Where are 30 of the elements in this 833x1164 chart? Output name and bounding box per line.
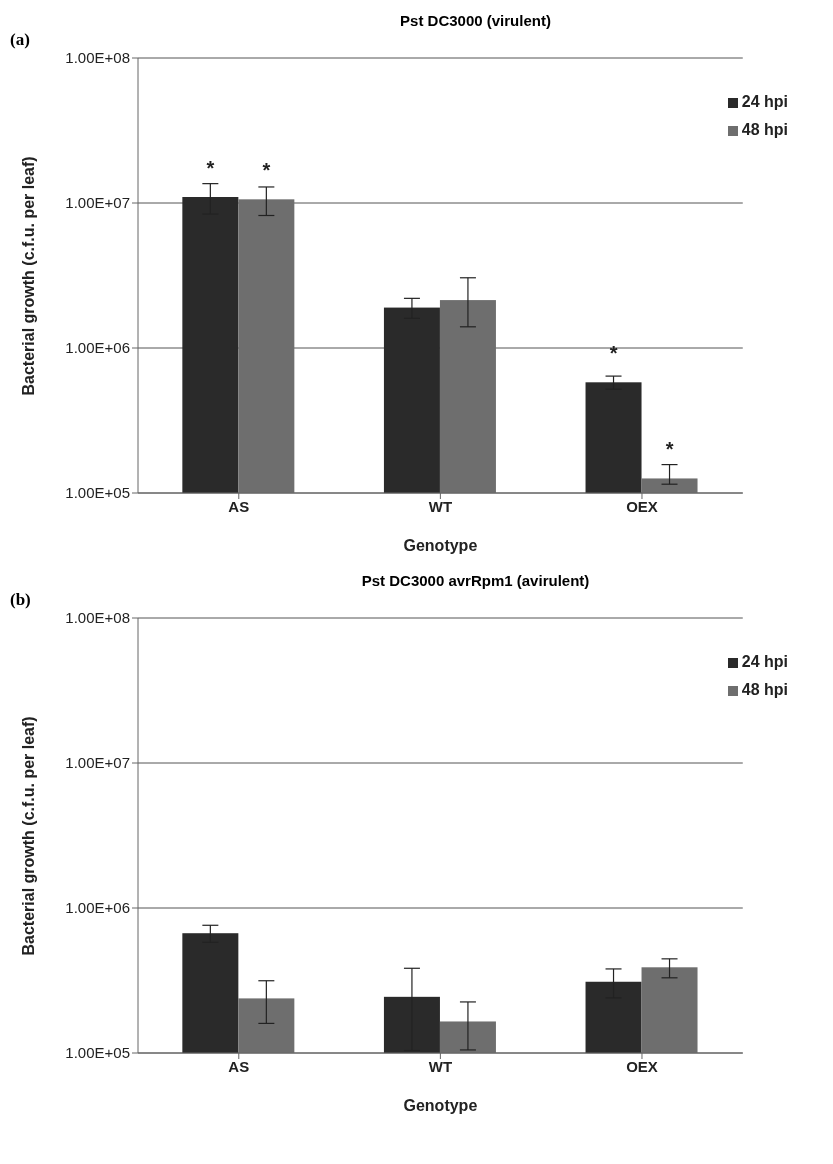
y-tick-label: 1.00E+06 [65,339,130,357]
y-axis-title: Bacterial growth (c.f.u. per leaf) [19,716,37,956]
y-tick-label: 1.00E+06 [65,899,130,917]
y-axis-title: Bacterial growth (c.f.u. per leaf) [19,156,37,396]
x-tick-label: WT [428,1057,453,1075]
x-tick-label: OEX [626,497,658,515]
data-label: * [262,159,271,182]
x-tick-label: AS [228,1057,250,1075]
y-tick-label: 1.00E+05 [65,484,130,502]
legend-label: 24 hpi [741,653,788,670]
legend-label: 48 hpi [741,121,788,138]
chart-title: Pst DC3000 (virulent) [400,12,551,29]
text: (a) [10,30,30,49]
text: (b) [10,590,31,609]
legend-label: 48 hpi [741,681,788,698]
data-label: * [609,342,618,365]
data-label: * [206,157,215,179]
x-axis-title: Genotype [403,537,478,554]
x-tick-label: OEX [626,1057,658,1075]
y-tick-label: 1.00E+08 [65,49,130,67]
y-tick-label: 1.00E+07 [65,754,130,772]
data-label: * [665,438,674,461]
x-axis-title: Genotype [403,1097,478,1114]
y-tick-label: 1.00E+05 [65,1044,130,1062]
y-tick-label: 1.00E+08 [65,609,130,627]
y-tick-label: 1.00E+07 [65,194,130,212]
x-tick-label: WT [428,497,453,515]
x-tick-label: AS [228,497,250,515]
chart-title: Pst DC3000 avrRpm1 (avirulent) [361,572,590,589]
legend-label: 24 hpi [741,93,788,110]
